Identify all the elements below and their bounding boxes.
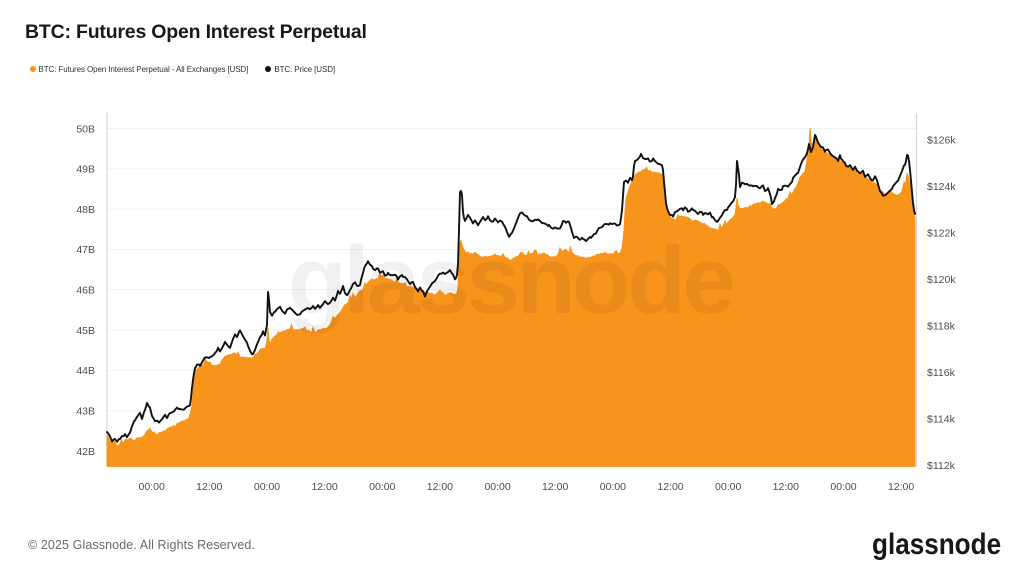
svg-text:44B: 44B <box>76 365 95 377</box>
svg-text:12:00: 12:00 <box>427 481 453 493</box>
svg-text:$120k: $120k <box>927 274 956 286</box>
svg-text:12:00: 12:00 <box>773 481 799 493</box>
svg-text:$118k: $118k <box>927 320 956 332</box>
svg-text:$116k: $116k <box>927 367 956 379</box>
svg-text:00:00: 00:00 <box>139 481 165 493</box>
svg-text:$126k: $126k <box>927 134 956 146</box>
svg-text:49B: 49B <box>76 164 95 176</box>
svg-text:45B: 45B <box>76 325 95 337</box>
svg-text:$114k: $114k <box>927 413 956 425</box>
svg-text:$122k: $122k <box>927 227 956 239</box>
svg-text:46B: 46B <box>76 285 95 297</box>
svg-text:$112k: $112k <box>927 460 956 472</box>
svg-text:00:00: 00:00 <box>830 481 856 493</box>
svg-text:12:00: 12:00 <box>196 481 222 493</box>
svg-text:00:00: 00:00 <box>484 481 510 493</box>
svg-text:00:00: 00:00 <box>369 481 395 493</box>
svg-text:47B: 47B <box>76 244 95 256</box>
svg-text:12:00: 12:00 <box>657 481 683 493</box>
svg-text:12:00: 12:00 <box>311 481 337 493</box>
svg-text:00:00: 00:00 <box>254 481 280 493</box>
svg-text:48B: 48B <box>76 204 95 216</box>
svg-text:42B: 42B <box>76 446 95 458</box>
svg-text:50B: 50B <box>76 123 95 135</box>
svg-text:glassnode: glassnode <box>288 227 736 334</box>
svg-text:12:00: 12:00 <box>888 481 914 493</box>
svg-text:$124k: $124k <box>927 181 956 193</box>
svg-text:12:00: 12:00 <box>542 481 568 493</box>
svg-text:00:00: 00:00 <box>600 481 626 493</box>
svg-text:43B: 43B <box>76 406 95 418</box>
svg-text:00:00: 00:00 <box>715 481 741 493</box>
